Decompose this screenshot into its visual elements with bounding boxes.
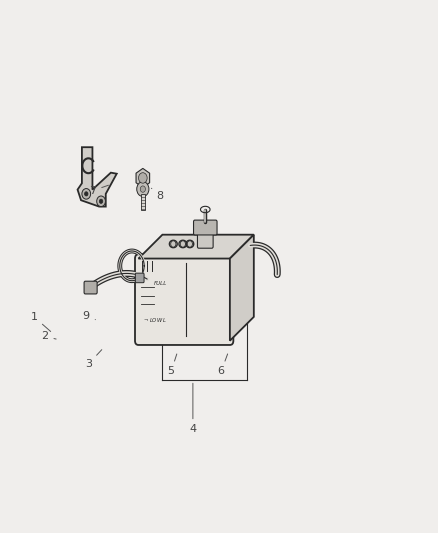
Text: 4: 4	[189, 383, 197, 434]
Circle shape	[140, 186, 145, 192]
Circle shape	[187, 241, 192, 247]
FancyBboxPatch shape	[135, 254, 233, 345]
Text: 3: 3	[85, 350, 102, 369]
Text: 6: 6	[218, 354, 228, 376]
FancyBboxPatch shape	[135, 273, 144, 282]
Polygon shape	[136, 168, 150, 188]
Text: 8: 8	[152, 188, 164, 201]
Circle shape	[171, 241, 176, 247]
FancyBboxPatch shape	[194, 220, 217, 235]
Circle shape	[97, 196, 106, 207]
FancyBboxPatch shape	[198, 229, 213, 248]
Text: 9: 9	[83, 311, 95, 321]
Polygon shape	[230, 235, 254, 341]
Polygon shape	[78, 147, 117, 207]
Circle shape	[180, 241, 185, 247]
Circle shape	[85, 192, 88, 196]
FancyBboxPatch shape	[84, 281, 97, 294]
Circle shape	[137, 182, 149, 197]
Text: FULL: FULL	[154, 281, 167, 286]
Text: 1: 1	[31, 312, 51, 332]
Bar	[141, 194, 145, 210]
Text: 2: 2	[41, 332, 56, 342]
Polygon shape	[138, 235, 254, 259]
Circle shape	[99, 199, 103, 204]
Circle shape	[138, 173, 147, 183]
Text: 5: 5	[168, 354, 177, 376]
Text: 7: 7	[89, 185, 109, 196]
Text: $\neg$ LOW L: $\neg$ LOW L	[143, 316, 167, 324]
Circle shape	[82, 189, 91, 199]
